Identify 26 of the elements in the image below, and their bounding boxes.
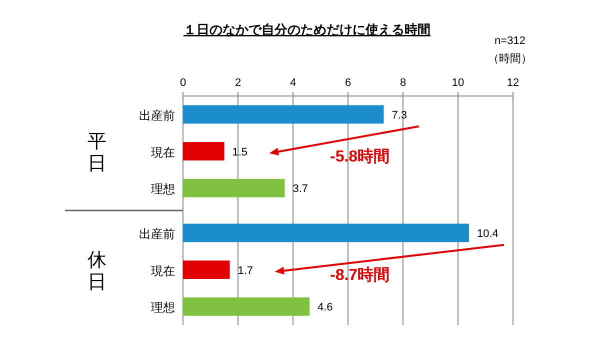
- x-tick-label: 12: [506, 77, 520, 89]
- data-label: 7.3: [392, 109, 408, 122]
- y-tick-label: 現在: [151, 145, 175, 160]
- x-tick-label: 2: [234, 77, 242, 89]
- y-tick-label: 理想: [151, 300, 175, 315]
- text: n=312: [494, 35, 526, 47]
- text: 平日: [88, 131, 106, 174]
- x-tick-label: 8: [400, 77, 406, 89]
- chart-title: １日のなかで自分のためだけに使える時間: [184, 22, 430, 37]
- data-label: 4.6: [318, 302, 333, 314]
- x-tick-label: 4: [290, 77, 296, 89]
- y-tick-label: 出産前: [139, 108, 175, 122]
- text: （時間）: [488, 52, 532, 65]
- y-tick-label: 現在: [151, 264, 175, 278]
- annotation: -8.7時間: [330, 266, 390, 284]
- data-label: 1.5: [232, 146, 248, 158]
- x-tick-label: 10: [452, 77, 464, 89]
- text: 休日: [88, 250, 106, 293]
- data-label: 1.7: [238, 264, 254, 277]
- annotation: -5.8時間: [330, 147, 390, 166]
- data-label: 10.4: [477, 228, 498, 240]
- y-tick-label: 理想: [151, 182, 175, 196]
- x-tick-label: 6: [344, 77, 352, 89]
- x-tick-label: 0: [180, 77, 186, 89]
- data-label: 3.7: [292, 183, 308, 196]
- y-tick-label: 出産前: [139, 226, 175, 241]
